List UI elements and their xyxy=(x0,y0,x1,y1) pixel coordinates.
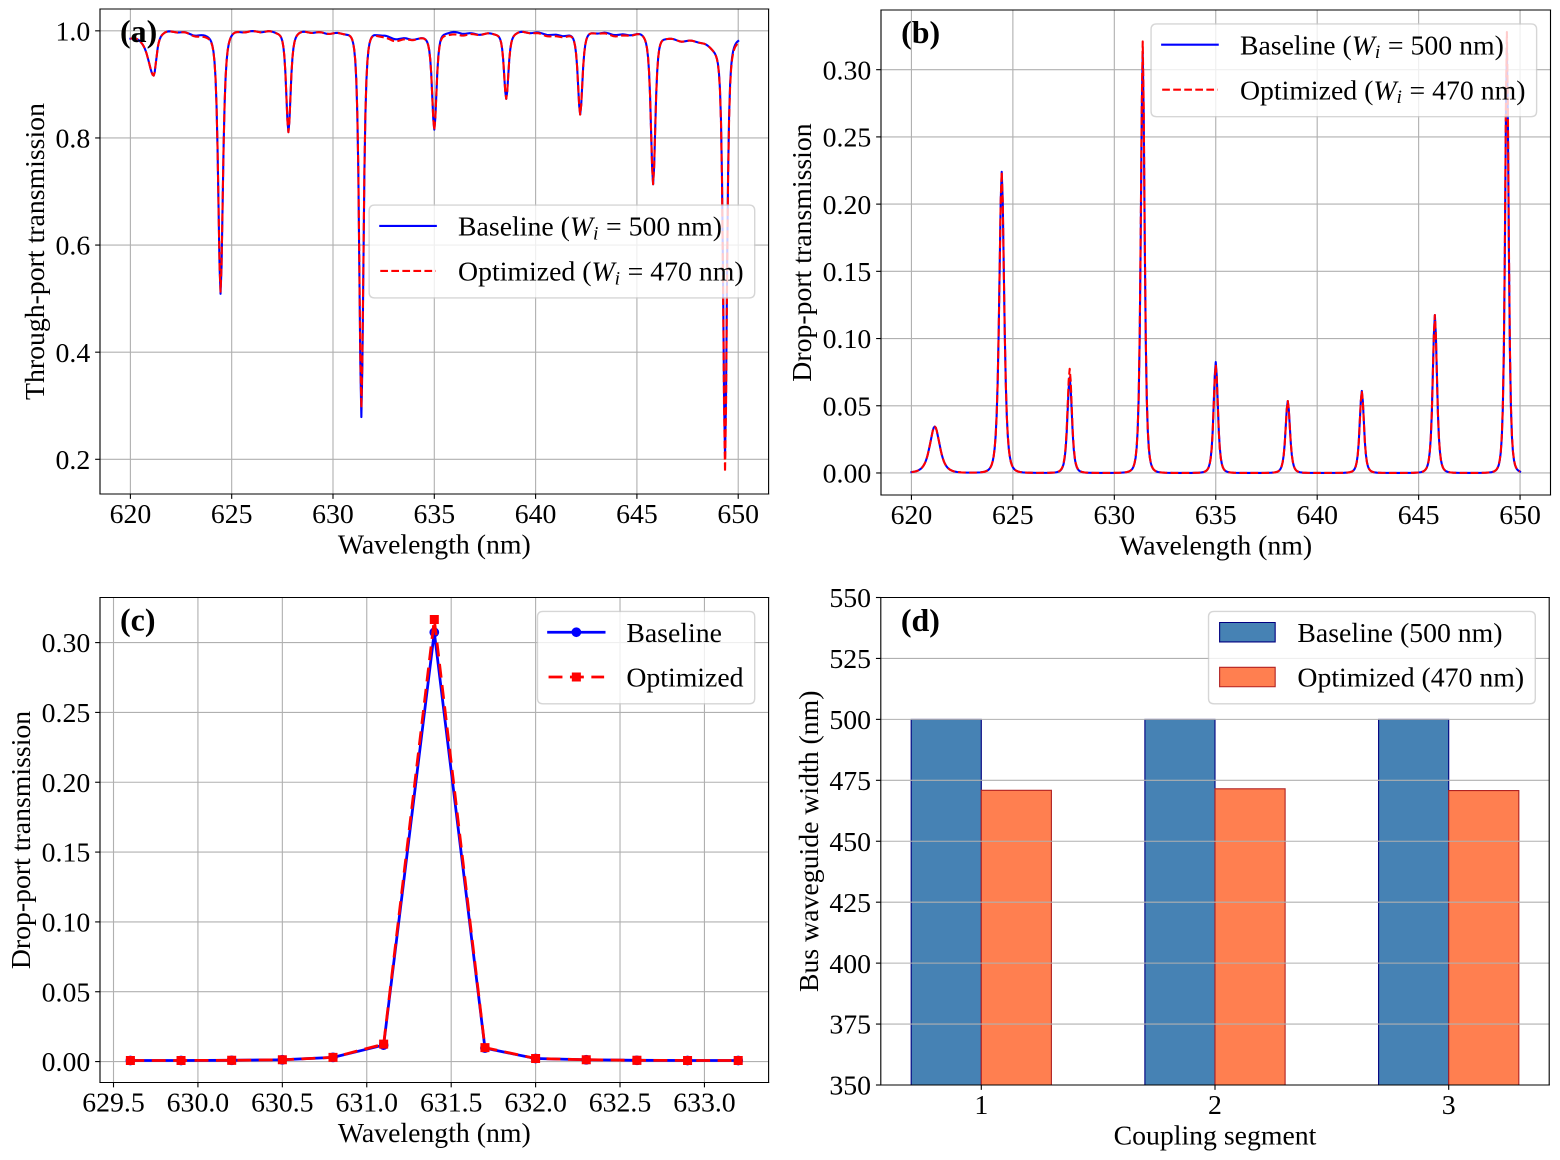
svg-text:B a s e: B a s e l i n e ( = 5 0 0 n m ) W i xyxy=(1240,30,1509,63)
svg-text:0.05: 0.05 xyxy=(42,977,91,1008)
svg-text:632.0: 632.0 xyxy=(504,1087,566,1118)
svg-text:650: 650 xyxy=(1499,500,1541,531)
svg-text:620: 620 xyxy=(891,500,933,531)
svg-text:0.8: 0.8 xyxy=(56,124,91,155)
svg-text:0.00: 0.00 xyxy=(823,459,872,490)
svg-text:O p t i: O p t i m i z e d ( = 4 7 0 n m ) W i xyxy=(1240,75,1531,108)
svg-text:0.20: 0.20 xyxy=(42,768,91,799)
svg-text:620: 620 xyxy=(110,499,152,530)
svg-text:2: 2 xyxy=(1208,1090,1222,1121)
svg-text:0.10: 0.10 xyxy=(42,908,91,939)
svg-text:0.10: 0.10 xyxy=(823,324,872,355)
svg-text:(b): (b) xyxy=(901,15,940,50)
svg-text:Wavelength (nm): Wavelength (nm) xyxy=(1119,531,1312,562)
svg-text:0.30: 0.30 xyxy=(42,628,91,659)
svg-text:525: 525 xyxy=(829,644,871,675)
svg-text:500: 500 xyxy=(829,705,871,736)
svg-text:630.5: 630.5 xyxy=(251,1087,313,1118)
svg-text:0.20: 0.20 xyxy=(823,190,872,221)
svg-text:0.15: 0.15 xyxy=(42,838,91,869)
svg-text:Baseline (500 nm): Baseline (500 nm) xyxy=(1297,618,1502,649)
svg-text:(d): (d) xyxy=(901,603,940,638)
svg-text:640: 640 xyxy=(515,499,557,530)
svg-text:632.5: 632.5 xyxy=(589,1087,651,1118)
svg-text:375: 375 xyxy=(829,1010,871,1041)
svg-text:0.4: 0.4 xyxy=(56,338,91,369)
svg-text:Drop-port transmission: Drop-port transmission xyxy=(787,123,818,381)
svg-text:3: 3 xyxy=(1442,1090,1456,1121)
svg-text:0.00: 0.00 xyxy=(42,1047,91,1078)
svg-text:Through-port transmission: Through-port transmission xyxy=(20,103,51,400)
svg-text:1: 1 xyxy=(974,1090,988,1121)
svg-text:630.0: 630.0 xyxy=(167,1087,229,1118)
svg-text:631.5: 631.5 xyxy=(420,1087,482,1118)
svg-text:425: 425 xyxy=(829,888,871,919)
svg-text:0.15: 0.15 xyxy=(823,257,872,288)
svg-text:630: 630 xyxy=(312,499,354,530)
svg-text:0.2: 0.2 xyxy=(56,445,91,476)
svg-text:(a): (a) xyxy=(120,14,157,49)
svg-text:630: 630 xyxy=(1093,500,1135,531)
svg-text:Coupling segment: Coupling segment xyxy=(1114,1121,1317,1152)
svg-text:635: 635 xyxy=(1195,500,1237,531)
svg-text:650: 650 xyxy=(717,499,759,530)
svg-text:B a s e: B a s e l i n e ( = 5 0 0 n m ) W i xyxy=(458,211,727,244)
svg-text:Drop-port transmission: Drop-port transmission xyxy=(6,711,37,969)
svg-text:1.0: 1.0 xyxy=(56,16,91,47)
svg-text:0.25: 0.25 xyxy=(42,698,91,729)
svg-text:Wavelength (nm): Wavelength (nm) xyxy=(338,530,531,561)
svg-text:625: 625 xyxy=(211,499,253,530)
svg-text:Bus waveguide width (nm): Bus waveguide width (nm) xyxy=(794,690,825,992)
svg-text:Optimized: Optimized xyxy=(626,663,743,694)
svg-text:645: 645 xyxy=(616,499,658,530)
svg-text:625: 625 xyxy=(992,500,1034,531)
svg-text:0.30: 0.30 xyxy=(823,55,872,86)
svg-text:0.6: 0.6 xyxy=(56,231,91,262)
svg-text:0.05: 0.05 xyxy=(823,391,872,422)
svg-text:400: 400 xyxy=(829,949,871,980)
svg-text:640: 640 xyxy=(1296,500,1338,531)
svg-text:629.5: 629.5 xyxy=(82,1087,144,1118)
svg-text:(c): (c) xyxy=(120,603,155,638)
svg-text:550: 550 xyxy=(829,583,871,614)
svg-text:631.0: 631.0 xyxy=(336,1087,398,1118)
svg-text:450: 450 xyxy=(829,827,871,858)
svg-text:Optimized (470 nm): Optimized (470 nm) xyxy=(1297,663,1524,694)
svg-text:635: 635 xyxy=(413,499,455,530)
svg-text:350: 350 xyxy=(829,1071,871,1102)
svg-text:475: 475 xyxy=(829,766,871,797)
svg-text:633.0: 633.0 xyxy=(673,1087,735,1118)
svg-text:645: 645 xyxy=(1398,500,1440,531)
svg-text:Baseline: Baseline xyxy=(626,618,722,649)
svg-text:0.25: 0.25 xyxy=(823,123,872,154)
svg-text:O p t i: O p t i m i z e d ( = 4 7 0 n m ) W i xyxy=(458,256,749,289)
svg-text:Wavelength (nm): Wavelength (nm) xyxy=(338,1118,531,1149)
